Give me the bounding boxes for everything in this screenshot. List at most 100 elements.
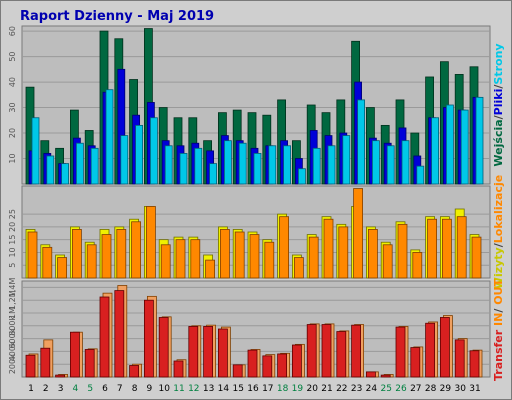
bar-lokalizacje-5 — [86, 244, 97, 279]
bar-lokalizacje-17 — [264, 241, 275, 279]
y-tick-label: 25 — [8, 209, 17, 219]
x-tick-label: 15 — [232, 384, 243, 394]
x-tick-label: 7 — [117, 384, 123, 394]
x-tick-label: 12 — [188, 384, 199, 394]
bar-lokalizacje-16 — [249, 234, 260, 279]
bar-lokalizacje-20 — [308, 236, 319, 279]
legend-entry: Pliki — [492, 89, 505, 116]
x-tick-label: 25 — [380, 384, 391, 394]
bar-lokalizacje-9 — [145, 206, 156, 279]
bar-lokalizacje-29 — [441, 218, 452, 279]
bar-lokalizacje-24 — [367, 229, 378, 279]
bar-strony-1 — [31, 117, 40, 185]
right-legend-3: Transfer IN/ OUT — [492, 279, 505, 381]
bar-in-31 — [469, 350, 480, 378]
bar-in-14 — [217, 328, 228, 378]
bar-lokalizacje-2 — [42, 246, 53, 279]
bar-in-27 — [410, 347, 421, 378]
x-tick-label: 5 — [87, 384, 93, 394]
y-tick-label: 15 — [8, 235, 17, 245]
legend-entry: OUT — [492, 279, 505, 309]
bar-in-25 — [380, 374, 391, 378]
bar-lokalizacje-27 — [412, 252, 423, 279]
bar-strony-21 — [327, 145, 336, 185]
bar-strony-15 — [238, 142, 247, 185]
bar-lokalizacje-6 — [101, 234, 112, 279]
y-tick-label: 1,4M — [8, 277, 17, 297]
bar-lokalizacje-15 — [234, 231, 245, 279]
x-tick-label: 13 — [203, 384, 214, 394]
bar-in-23 — [351, 324, 362, 378]
y-tick-label: 1M — [8, 307, 17, 319]
x-tick-label: 19 — [292, 384, 304, 394]
panel-top: 10 20 30 40 50 60 — [8, 25, 491, 185]
bar-in-28 — [425, 322, 436, 378]
bar-lokalizacje-13 — [205, 259, 216, 279]
x-tick-label: 27 — [410, 384, 421, 394]
bar-lokalizacje-30 — [456, 216, 467, 279]
bar-lokalizacje-26 — [397, 223, 408, 279]
x-tick-label: 29 — [440, 384, 452, 394]
right-legend-1: Wejścia/Pliki/Strony — [492, 43, 505, 166]
bar-strony-28 — [431, 117, 440, 185]
bar-in-6 — [99, 296, 110, 378]
legend-entry: / — [492, 242, 505, 247]
bar-in-4 — [70, 331, 80, 378]
bar-in-3 — [55, 374, 65, 378]
legend-entry: Wejścia — [492, 119, 505, 166]
bar-strony-18 — [283, 145, 292, 185]
bar-strony-19 — [297, 168, 306, 185]
bar-strony-22 — [342, 135, 351, 185]
bar-lokalizacje-8 — [131, 221, 142, 279]
bar-strony-8 — [135, 124, 144, 185]
x-tick-label: 2 — [43, 384, 49, 394]
x-tick-label: 17 — [262, 384, 273, 394]
bar-in-24 — [365, 371, 376, 378]
panel-middle: 5 10 15 20 25 — [8, 185, 491, 279]
bar-lokalizacje-14 — [219, 229, 230, 279]
x-tick-label: 3 — [58, 384, 64, 394]
y-tick-label: 800k — [8, 315, 17, 335]
bar-in-16 — [247, 349, 258, 378]
x-tick-label: 11 — [173, 384, 184, 394]
bar-strony-10 — [164, 145, 173, 185]
bar-lokalizacje-10 — [160, 244, 171, 279]
bar-in-10 — [158, 317, 169, 378]
y-tick-label: 600k — [8, 328, 17, 348]
bar-lokalizacje-7 — [116, 229, 127, 279]
y-tick-label: 30 — [8, 102, 17, 112]
bar-in-26 — [395, 326, 406, 378]
bar-in-8 — [129, 365, 140, 378]
bar-lokalizacje-4 — [72, 229, 82, 279]
bar-lokalizacje-12 — [190, 239, 201, 279]
bar-in-29 — [439, 317, 450, 378]
bar-lokalizacje-31 — [471, 236, 482, 279]
bar-in-9 — [143, 299, 154, 378]
bar-strony-20 — [312, 147, 321, 185]
x-tick-label: 21 — [321, 384, 332, 394]
bar-strony-17 — [268, 145, 277, 185]
bar-strony-2 — [46, 155, 55, 185]
legend-entry: IN — [492, 313, 505, 330]
bar-in-18 — [277, 353, 288, 378]
y-tick-label: 200k — [8, 354, 17, 374]
x-tick-label: 26 — [395, 384, 407, 394]
x-tick-label: 16 — [247, 384, 259, 394]
y-tick-label: 10 — [8, 153, 17, 163]
bar-strony-9 — [149, 117, 158, 185]
bar-lokalizacje-22 — [338, 226, 349, 279]
bar-strony-12 — [194, 147, 203, 185]
y-tick-label: 20 — [8, 128, 17, 138]
y-tick-label: 1,2M — [8, 290, 17, 310]
bar-in-15 — [232, 364, 243, 378]
bar-strony-26 — [401, 140, 410, 185]
x-tick-label: 23 — [351, 384, 362, 394]
bar-strony-7 — [120, 135, 129, 185]
y-tick-label: 50 — [8, 51, 17, 61]
bar-in-2 — [40, 347, 51, 378]
legend-entry: Lokalizacje — [492, 175, 505, 243]
x-tick-label: 10 — [158, 384, 170, 394]
legend-entry: Wizyty — [492, 247, 505, 289]
bar-strony-16 — [253, 153, 262, 185]
